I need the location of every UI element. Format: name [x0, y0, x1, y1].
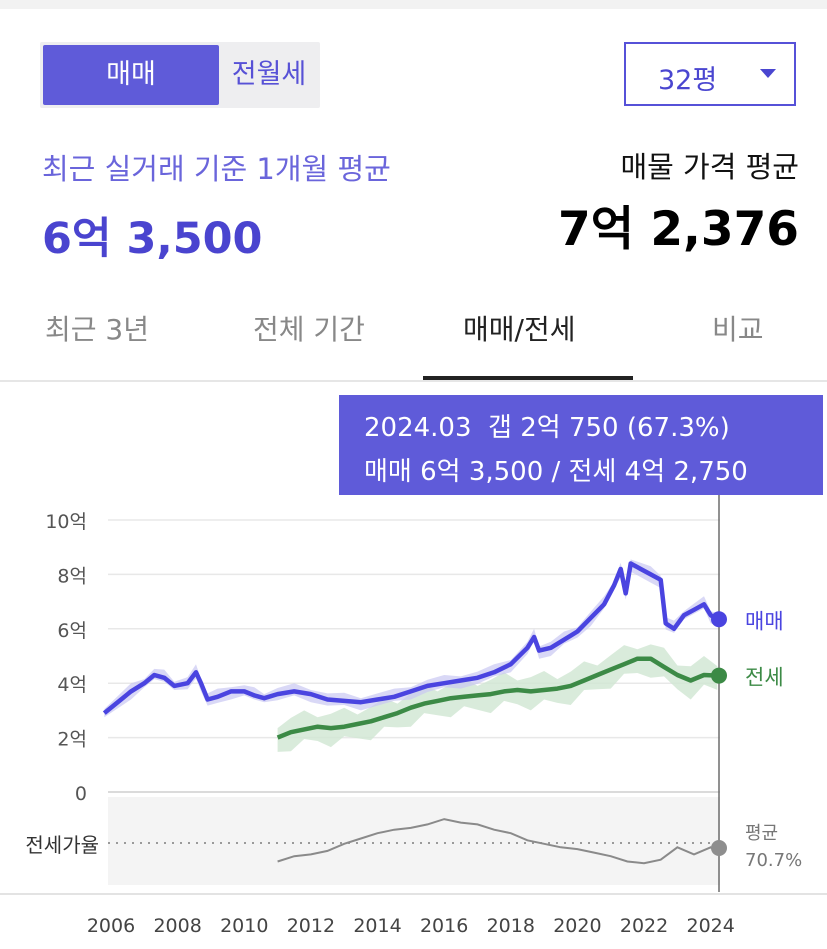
x-tick-label: 2014 — [353, 915, 401, 937]
series-end-label-jeonse: 전세 — [745, 666, 784, 690]
size-dropdown[interactable]: 32평 — [624, 42, 796, 106]
tab-recent-3-years[interactable]: 최근 3년 — [45, 313, 149, 346]
series-line-ratio — [277, 818, 718, 865]
tab-sale-jeonse[interactable]: 매매/전세 — [463, 313, 576, 346]
point-sale-current[interactable] — [711, 611, 727, 628]
tooltip-price-line: 매매 6억 3,500 / 전세 4억 2,750 — [364, 457, 748, 487]
x-tick-label: 2006 — [87, 915, 135, 937]
ratio-panel-bg — [108, 797, 720, 885]
x-tick-label: 2022 — [620, 915, 668, 937]
recent-price-value: 6억 3,500 — [42, 214, 263, 264]
y-tick-label: 4억 — [57, 674, 87, 696]
point-jeonse-current[interactable] — [711, 667, 727, 684]
y-tick-label: 2억 — [57, 729, 87, 751]
x-tick-label: 2024 — [686, 915, 734, 937]
x-tick-label: 2012 — [287, 915, 335, 937]
x-tick-label: 2010 — [220, 915, 268, 937]
tooltip-gap-line: 2024.03 갭 2억 750 (67.3%) — [364, 413, 730, 443]
ratio-average-label: 평균 — [745, 823, 778, 844]
listing-price-label: 매물 가격 평균 — [620, 150, 799, 184]
trade-type-segment: 매매 전월세 — [40, 42, 320, 108]
x-tick-label: 2008 — [153, 915, 201, 937]
recent-price-label: 최근 실거래 기준 1개월 평균 — [42, 152, 391, 186]
series-end-label-sale: 매매 — [745, 609, 784, 633]
tab-all-period[interactable]: 전체 기간 — [253, 313, 365, 346]
chart-tooltip: 2024.03 갭 2억 750 (67.3%) 매매 6억 3,500 / 전… — [339, 395, 823, 495]
ratio-label: 전세가율 — [25, 833, 99, 857]
listing-price-value: 7억 2,376 — [558, 202, 799, 257]
top-gray-strip — [0, 0, 827, 9]
x-tick-label: 2018 — [487, 915, 535, 937]
series-line-jeonse — [276, 656, 718, 740]
y-tick-label: 0 — [75, 783, 87, 805]
segment-sale-button[interactable]: 매매 — [43, 45, 219, 105]
y-tick-label: 6억 — [57, 620, 87, 642]
ratio-average-value: 70.7% — [745, 850, 802, 871]
tab-compare[interactable]: 비교 — [712, 313, 764, 346]
size-dropdown-value: 32평 — [658, 65, 718, 96]
active-tab-indicator — [423, 376, 633, 380]
chevron-down-icon — [760, 69, 776, 78]
price-chart[interactable]: 10억 8억 6억 4억 2억 0 2006 2008 2010 2012 2014 2016 2018… — [0, 490, 827, 949]
point-ratio-current[interactable] — [711, 840, 727, 856]
x-tick-label: 2020 — [553, 915, 601, 937]
segment-rent-button[interactable]: 전월세 — [231, 59, 307, 90]
y-tick-label: 8억 — [57, 565, 87, 587]
tabs-divider — [0, 380, 827, 382]
series-line-sale — [102, 561, 719, 715]
x-tick-label: 2016 — [420, 915, 468, 937]
y-tick-label: 10억 — [45, 511, 87, 533]
